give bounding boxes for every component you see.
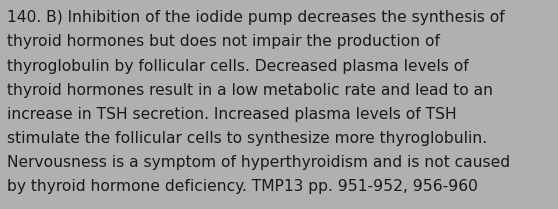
Text: thyroglobulin by follicular cells. Decreased plasma levels of: thyroglobulin by follicular cells. Decre… — [7, 59, 469, 74]
Text: thyroid hormones result in a low metabolic rate and lead to an: thyroid hormones result in a low metabol… — [7, 83, 493, 98]
Text: 140. B) Inhibition of the iodide pump decreases the synthesis of: 140. B) Inhibition of the iodide pump de… — [7, 10, 505, 25]
Text: thyroid hormones but does not impair the production of: thyroid hormones but does not impair the… — [7, 34, 440, 50]
Text: stimulate the follicular cells to synthesize more thyroglobulin.: stimulate the follicular cells to synthe… — [7, 131, 487, 146]
Text: increase in TSH secretion. Increased plasma levels of TSH: increase in TSH secretion. Increased pla… — [7, 107, 457, 122]
Text: by thyroid hormone deficiency. TMP13 pp. 951-952, 956-960: by thyroid hormone deficiency. TMP13 pp.… — [7, 179, 478, 194]
Text: Nervousness is a symptom of hyperthyroidism and is not caused: Nervousness is a symptom of hyperthyroid… — [7, 155, 511, 170]
